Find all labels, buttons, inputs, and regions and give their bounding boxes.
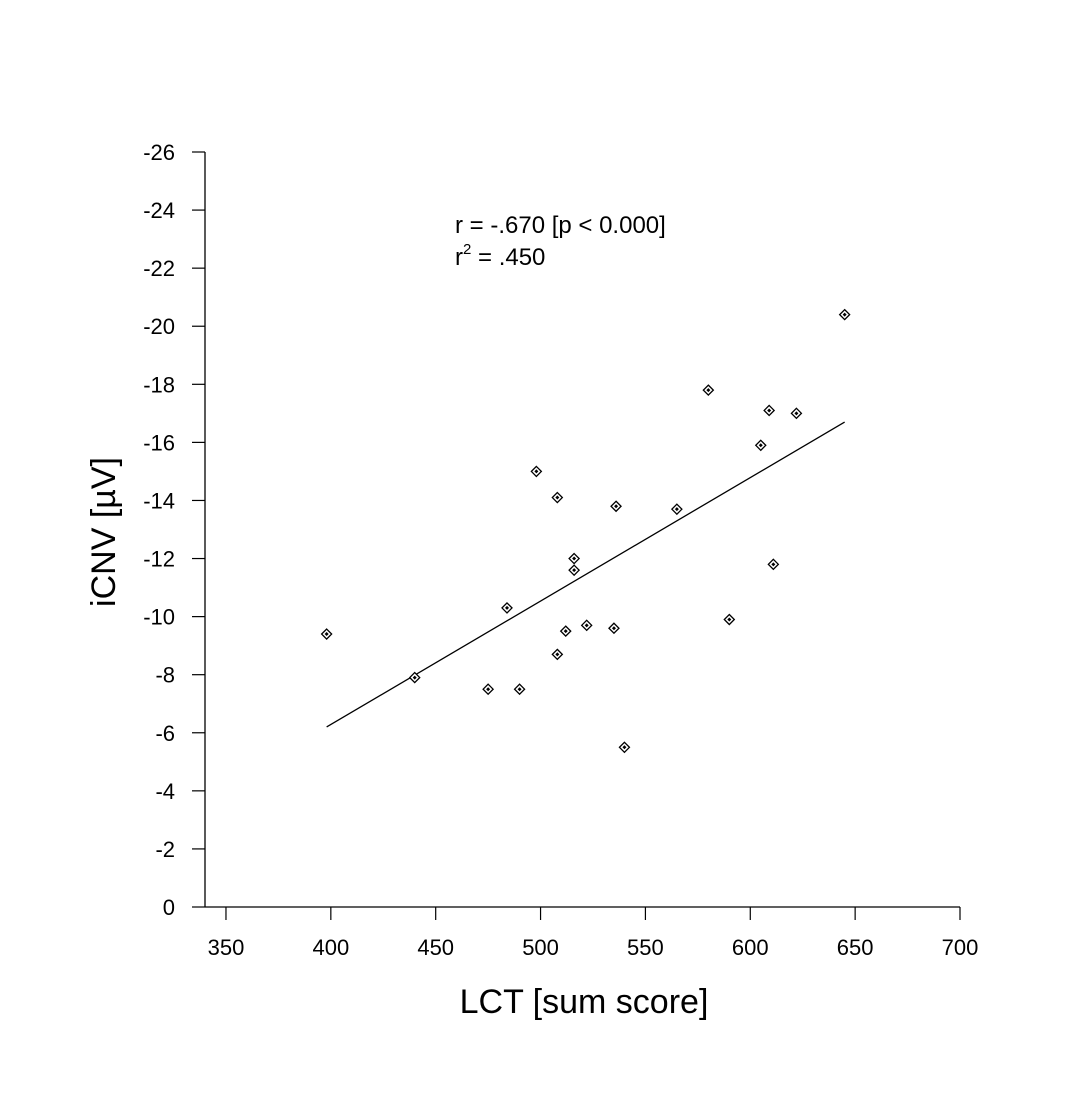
data-point-center [794,411,799,416]
data-point [723,613,736,626]
y-tick-label: -6 [155,721,175,746]
y-tick-label: -26 [143,140,175,165]
data-point-center [555,652,560,657]
y-tick-label: -10 [143,605,175,630]
y-tick-label: -12 [143,547,175,572]
y-tick-label: -8 [155,663,175,688]
data-point [767,558,780,571]
data-point [618,741,631,754]
data-point-center [563,629,568,634]
data-point-center [486,687,491,692]
data-point-center [324,632,329,637]
data-point [790,407,803,420]
data-point-center [412,675,417,680]
data-point-center [555,495,560,500]
r-squared-prefix: r [455,244,463,271]
data-point [320,628,333,640]
data-point-center [771,562,776,567]
axes [204,152,960,908]
data-point [501,601,513,614]
y-tick-label: -24 [143,198,175,223]
data-point-center [517,687,522,692]
data-point-center [767,408,772,413]
y-tick-label: -18 [143,372,175,397]
data-point [559,625,572,638]
y-tick-label: -2 [155,837,175,862]
data-point-center [584,623,589,628]
data-point [408,671,421,684]
x-tick-label: 400 [312,935,349,960]
data-point-center [534,469,539,474]
data-points [320,308,851,754]
regression-line [326,421,845,728]
data-point-center [758,443,763,448]
y-tick-label: -14 [143,488,175,513]
y-tick-label: -16 [143,430,175,455]
data-point [838,308,851,321]
x-tick-label: 700 [942,935,979,960]
data-point-center [706,388,711,393]
data-point-center [614,504,619,509]
data-point [670,503,683,516]
data-point [610,500,622,513]
r-squared-annotation: r2 = .450 [455,241,545,271]
y-axis-ticks: 0 -2 -4 -6 -8 -10 -12 -14 -16 -18 -20 -22 -24 -26 [143,140,205,920]
data-point [513,683,526,696]
y-tick-label: -22 [143,256,175,281]
data-point [702,384,715,397]
correlation-annotation: r = -.670 [p < 0.000] [455,212,666,239]
x-tick-label: 450 [417,935,454,960]
data-point [551,648,564,661]
data-point-center [674,507,679,512]
data-point [608,622,620,635]
x-tick-label: 500 [522,935,559,960]
data-point [763,404,776,417]
y-tick-label: -20 [143,314,175,339]
y-tick-label: -4 [155,779,175,804]
data-point [580,619,593,632]
x-tick-label: 600 [732,935,769,960]
data-point-center [572,568,577,573]
data-point [568,564,581,577]
data-point-center [727,617,732,622]
data-point [568,552,581,565]
y-tick-label: 0 [163,895,175,920]
r-squared-value: = .450 [471,244,545,271]
data-point [551,491,564,504]
data-point-center [505,605,509,610]
data-point [482,683,495,696]
data-point [530,465,543,478]
x-axis-title: LCT [sum score] [460,983,709,1021]
data-point-center [572,556,577,561]
data-point-center [842,312,847,317]
data-point-center [622,745,627,750]
r-squared-superscript: 2 [463,241,471,258]
x-axis-ticks: 350 400 450 500 550 600 650 700 [208,907,979,960]
data-point-center [611,626,616,631]
x-tick-label: 650 [837,935,874,960]
x-tick-label: 550 [627,935,664,960]
x-tick-label: 350 [208,935,245,960]
y-axis-title: iCNV [µV] [85,457,123,607]
data-point [754,439,767,452]
